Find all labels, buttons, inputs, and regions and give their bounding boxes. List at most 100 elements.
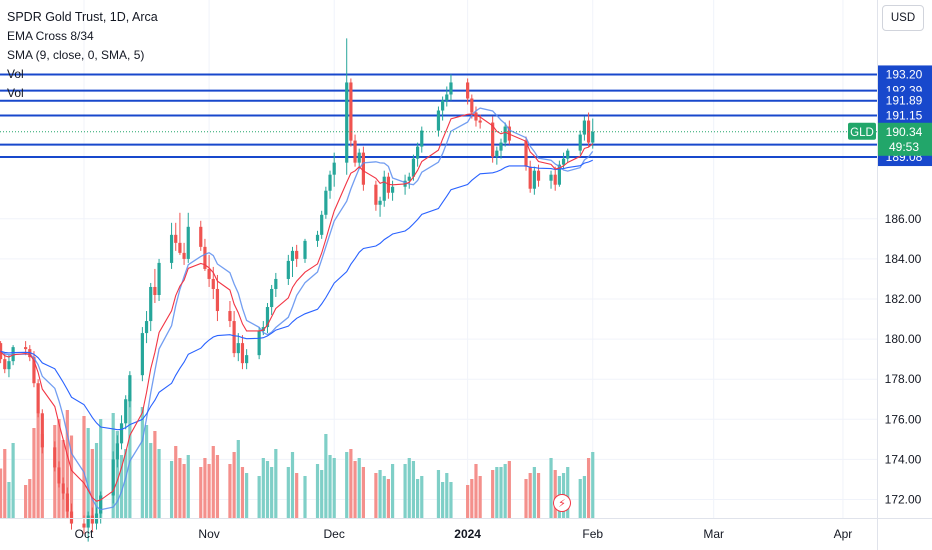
volume-bar	[449, 482, 453, 518]
volume-bar	[357, 458, 361, 518]
volume-bar	[232, 452, 236, 518]
candle-body	[578, 134, 582, 151]
candle-body	[82, 523, 86, 528]
current-price-value: 190.34	[886, 125, 923, 139]
candle-body	[124, 399, 128, 424]
volume-bar	[315, 464, 320, 518]
candle-body	[407, 176, 411, 181]
volume-bar	[524, 479, 528, 518]
volume-bar	[566, 467, 570, 518]
volume-bars	[0, 395, 595, 518]
candle-body	[566, 150, 570, 159]
volume-bar	[182, 464, 186, 518]
candle-body	[478, 120, 482, 123]
candle-body	[436, 110, 441, 131]
volume-bar	[345, 452, 349, 518]
volume-bar	[82, 416, 86, 518]
legend-indicator-ema-cross[interactable]: EMA Cross 8/34	[7, 29, 94, 43]
candle-body	[420, 130, 424, 147]
x-tick-label: 2024	[454, 527, 481, 541]
candle-body	[449, 82, 453, 95]
candle-body	[303, 240, 307, 259]
symbol-tag: GLD	[850, 127, 874, 139]
legend-title[interactable]: SPDR Gold Trust, 1D, Arca	[7, 10, 158, 24]
volume-bar	[503, 464, 507, 518]
chart-legend: SPDR Gold Trust, 1D, Arca EMA Cross 8/34…	[7, 8, 158, 103]
volume-bar	[36, 413, 40, 518]
volume-bar	[240, 467, 245, 518]
volume-bar	[549, 458, 553, 518]
volume-bar	[411, 461, 416, 518]
price-line-label: 191.89	[886, 94, 923, 108]
volume-bar	[536, 473, 541, 518]
candle-body	[445, 94, 449, 101]
candle-body	[561, 158, 566, 165]
price-line-label: 191.15	[886, 109, 923, 123]
legend-indicator-sma[interactable]: SMA (9, close, 0, SMA, 5)	[7, 48, 145, 62]
candle-body	[115, 443, 119, 460]
candle-body	[203, 246, 207, 269]
volume-bar	[374, 473, 378, 518]
volume-bar	[207, 464, 211, 518]
candle-body	[240, 343, 245, 364]
volume-bar	[99, 419, 103, 518]
candle-body	[53, 447, 57, 468]
candle-body	[374, 184, 378, 205]
candle-body	[315, 234, 320, 241]
y-tick-label: 184.00	[885, 252, 922, 266]
volume-bar	[186, 455, 190, 518]
candle-body	[36, 383, 40, 414]
volume-bar	[591, 452, 595, 518]
candle-body	[169, 234, 174, 263]
legend-indicator-vol-2[interactable]: Vol	[7, 86, 24, 100]
x-tick-label: Feb	[582, 527, 603, 541]
candle-body	[390, 186, 395, 193]
candle-body	[128, 375, 132, 402]
volume-bar	[65, 410, 69, 518]
volume-bar	[261, 458, 265, 518]
candle-body	[228, 311, 232, 322]
volume-bar	[153, 431, 157, 518]
volume-bar	[507, 461, 511, 518]
y-tick-label: 182.00	[885, 292, 922, 306]
currency-button[interactable]: USD	[882, 5, 924, 31]
candle-body	[328, 174, 332, 191]
volume-bar	[478, 476, 482, 518]
volume-bar	[349, 449, 353, 518]
candlesticks	[0, 38, 595, 542]
volume-bar	[69, 435, 74, 518]
volume-bar	[119, 455, 124, 518]
sma-line	[0, 107, 594, 511]
candle-body	[3, 359, 7, 370]
volume-bar	[382, 476, 386, 518]
volume-bar	[203, 458, 207, 518]
candle-body	[474, 112, 478, 121]
candle-body	[361, 152, 365, 185]
ema-34-line	[0, 159, 593, 431]
candle-body	[345, 82, 349, 163]
volume-bar	[0, 468, 3, 518]
candle-body	[378, 200, 382, 205]
candle-body	[290, 250, 295, 261]
y-tick-label: 178.00	[885, 372, 922, 386]
volume-bar	[474, 464, 478, 518]
x-tick-label: Nov	[198, 527, 219, 541]
volume-bar	[124, 449, 128, 518]
x-tick-label: Oct	[75, 527, 94, 541]
candle-body	[532, 170, 536, 189]
candle-body	[86, 515, 90, 528]
candle-body	[40, 413, 44, 448]
candle-body	[549, 174, 553, 181]
candle-body	[261, 327, 265, 332]
volume-bar	[328, 455, 332, 518]
volume-bar	[140, 407, 144, 518]
volume-bar	[149, 443, 153, 518]
volume-bar	[178, 458, 182, 518]
legend-indicator-vol[interactable]: Vol	[7, 67, 24, 81]
lightning-icon[interactable]: ⚡︎	[553, 494, 571, 512]
candle-body	[90, 515, 94, 524]
volume-bar	[532, 467, 536, 518]
volume-bar	[332, 458, 336, 518]
volume-bar	[53, 425, 57, 518]
